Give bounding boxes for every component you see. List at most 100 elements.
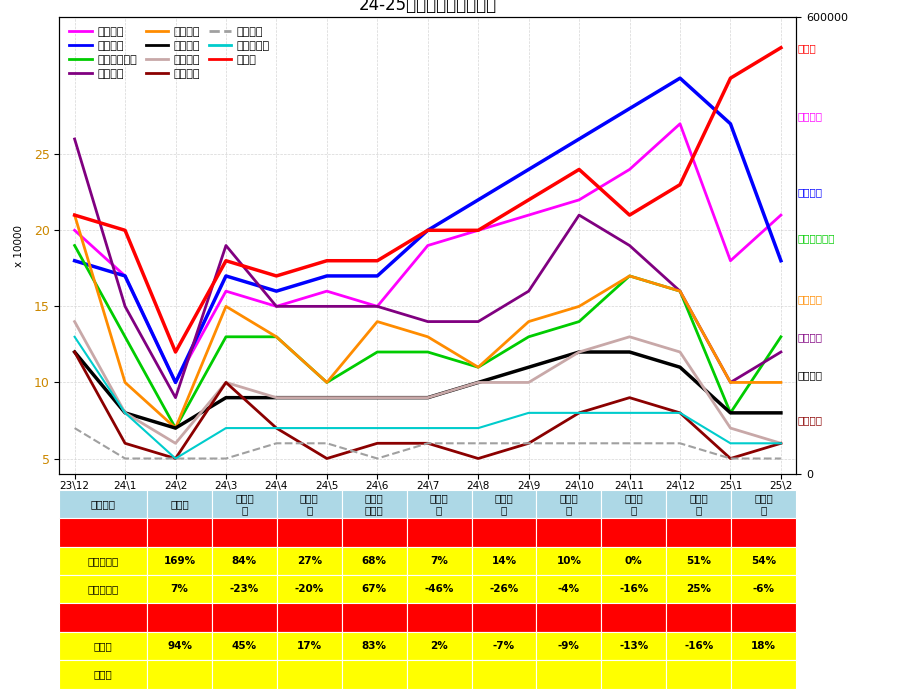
Text: 吉利汽车: 吉利汽车 xyxy=(798,111,823,121)
Text: 17%: 17% xyxy=(296,641,322,651)
Bar xyxy=(536,547,601,575)
Bar xyxy=(536,575,601,603)
一汽大众 xyxy=(120,379,131,387)
长城汽车 xyxy=(70,348,81,356)
Text: 吉利汽
车: 吉利汽 车 xyxy=(235,493,253,515)
上汽大众 xyxy=(271,394,282,402)
吉利汽车 xyxy=(725,257,736,265)
上汽通用五菱 xyxy=(725,409,736,417)
上汽乘用车 xyxy=(624,409,635,417)
Text: 9.62: 9.62 xyxy=(491,527,517,538)
比亚迪 xyxy=(473,226,484,235)
Text: -4%: -4% xyxy=(558,584,580,594)
上汽通用五菱 xyxy=(120,333,131,341)
Bar xyxy=(731,575,796,603)
Bar xyxy=(471,518,536,547)
上汽大众 xyxy=(624,333,635,341)
Bar xyxy=(277,632,342,660)
Bar xyxy=(59,575,147,603)
Bar xyxy=(277,603,342,632)
Bar xyxy=(342,490,406,518)
Legend: 吉利汽车, 奇瑞汽车, 上汽通用五菱, 长安汽车, 一汽大众, 长城汽车, 上汽大众, 东风汽车, 北汽福田, 上汽乘用车, 比亚迪: 吉利汽车, 奇瑞汽车, 上汽通用五菱, 长安汽车, 一汽大众, 长城汽车, 上汽… xyxy=(65,23,274,84)
吉利汽车 xyxy=(371,302,382,311)
Bar xyxy=(277,518,342,547)
Bar xyxy=(147,575,212,603)
东风汽车 xyxy=(473,455,484,463)
吉利汽车 xyxy=(120,272,131,280)
Bar xyxy=(212,575,277,603)
奇瑞汽车 xyxy=(70,257,81,265)
Bar xyxy=(731,632,796,660)
上汽通用五菱 xyxy=(170,424,181,432)
东风汽车 xyxy=(422,439,433,448)
奇瑞汽车 xyxy=(725,120,736,128)
一汽大众 xyxy=(371,318,382,326)
上汽乘用车 xyxy=(120,409,131,417)
上汽大众 xyxy=(473,379,484,387)
Line: 上汽乘用车: 上汽乘用车 xyxy=(75,337,780,459)
上汽乘用车 xyxy=(221,424,231,432)
Bar xyxy=(666,660,731,689)
Text: 年增速: 年增速 xyxy=(94,641,113,651)
Bar xyxy=(277,547,342,575)
Text: 月环比增速: 月环比增速 xyxy=(88,584,119,594)
Bar xyxy=(342,603,406,632)
北汽福田 xyxy=(523,439,534,448)
Bar xyxy=(471,575,536,603)
上汽通用五菱 xyxy=(574,318,585,326)
Text: 51%: 51% xyxy=(686,556,711,566)
比亚迪 xyxy=(523,196,534,204)
Text: 18%: 18% xyxy=(751,641,776,651)
东风汽车 xyxy=(70,348,81,356)
一汽大众 xyxy=(170,424,181,432)
长安汽车 xyxy=(523,287,534,295)
长安汽车 xyxy=(371,302,382,311)
Bar xyxy=(147,518,212,547)
长城汽车 xyxy=(473,379,484,387)
北汽福田 xyxy=(775,455,786,463)
Bar xyxy=(212,518,277,547)
Text: 东风汽
车: 东风汽 车 xyxy=(689,493,708,515)
Text: -6%: -6% xyxy=(753,584,775,594)
Bar xyxy=(59,490,147,518)
Bar xyxy=(471,547,536,575)
上汽乘用车 xyxy=(775,439,786,448)
Bar xyxy=(601,603,666,632)
一汽大众 xyxy=(574,302,585,311)
一汽大众 xyxy=(674,287,685,295)
上汽通用五菱 xyxy=(321,379,332,387)
北汽福田 xyxy=(473,439,484,448)
Text: 20.1: 20.1 xyxy=(361,612,387,623)
比亚迪 xyxy=(674,181,685,189)
东风汽车 xyxy=(725,455,736,463)
长城汽车 xyxy=(321,394,332,402)
吉利汽车 xyxy=(221,287,231,295)
东风汽车 xyxy=(221,379,231,387)
东风汽车 xyxy=(674,409,685,417)
北汽福田 xyxy=(221,455,231,463)
上汽乘用车 xyxy=(321,424,332,432)
Text: 奇瑞汽车: 奇瑞汽车 xyxy=(798,188,823,197)
长城汽车 xyxy=(422,394,433,402)
Line: 上汽大众: 上汽大众 xyxy=(75,322,780,444)
Text: 40.0: 40.0 xyxy=(296,612,322,623)
Bar xyxy=(212,660,277,689)
一汽大众 xyxy=(221,302,231,311)
Bar xyxy=(601,518,666,547)
上汽通用五菱 xyxy=(70,242,81,250)
Text: 5.54: 5.54 xyxy=(685,527,712,538)
Bar xyxy=(59,660,147,689)
Bar xyxy=(666,518,731,547)
Text: 68%: 68% xyxy=(361,556,387,566)
上汽乘用车 xyxy=(70,333,81,341)
长城汽车 xyxy=(725,409,736,417)
奇瑞汽车 xyxy=(624,104,635,113)
Bar xyxy=(601,547,666,575)
奇瑞汽车 xyxy=(371,272,382,280)
Text: 20.70: 20.70 xyxy=(228,527,261,538)
Text: 35.4: 35.4 xyxy=(426,612,452,623)
长安汽车 xyxy=(674,287,685,295)
北汽福田 xyxy=(321,439,332,448)
Text: 54%: 54% xyxy=(751,556,776,566)
长安汽车 xyxy=(271,302,282,311)
